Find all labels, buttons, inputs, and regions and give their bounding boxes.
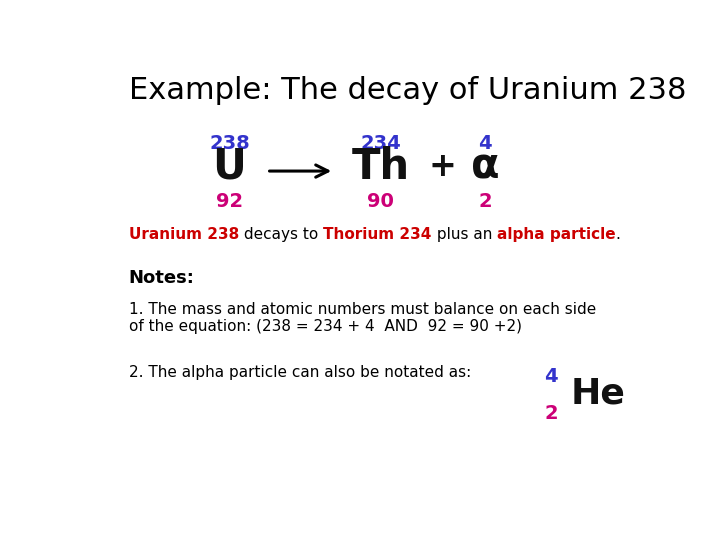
Text: 234: 234 xyxy=(360,134,401,153)
Text: Uranium 238: Uranium 238 xyxy=(129,227,239,242)
Text: 2. The alpha particle can also be notated as:: 2. The alpha particle can also be notate… xyxy=(129,365,471,380)
Text: 1. The mass and atomic numbers must balance on each side
of the equation: (238 =: 1. The mass and atomic numbers must bala… xyxy=(129,302,596,334)
Text: decays to: decays to xyxy=(239,227,323,242)
Text: He: He xyxy=(570,377,626,410)
Text: 90: 90 xyxy=(367,192,394,211)
Text: Example: The decay of Uranium 238: Example: The decay of Uranium 238 xyxy=(129,76,686,105)
Text: 2: 2 xyxy=(478,192,492,211)
Text: plus an: plus an xyxy=(431,227,497,242)
Text: +: + xyxy=(428,150,456,183)
Text: 2: 2 xyxy=(544,403,558,423)
Text: Thorium 234: Thorium 234 xyxy=(323,227,431,242)
Text: α: α xyxy=(471,146,500,188)
Text: Th: Th xyxy=(351,146,410,188)
Text: 4: 4 xyxy=(544,367,558,387)
Text: alpha particle: alpha particle xyxy=(497,227,616,242)
Text: 238: 238 xyxy=(209,134,250,153)
Text: .: . xyxy=(616,227,620,242)
Text: Notes:: Notes: xyxy=(129,269,194,287)
Text: 4: 4 xyxy=(478,134,492,153)
Text: 92: 92 xyxy=(216,192,243,211)
Text: U: U xyxy=(212,146,246,188)
